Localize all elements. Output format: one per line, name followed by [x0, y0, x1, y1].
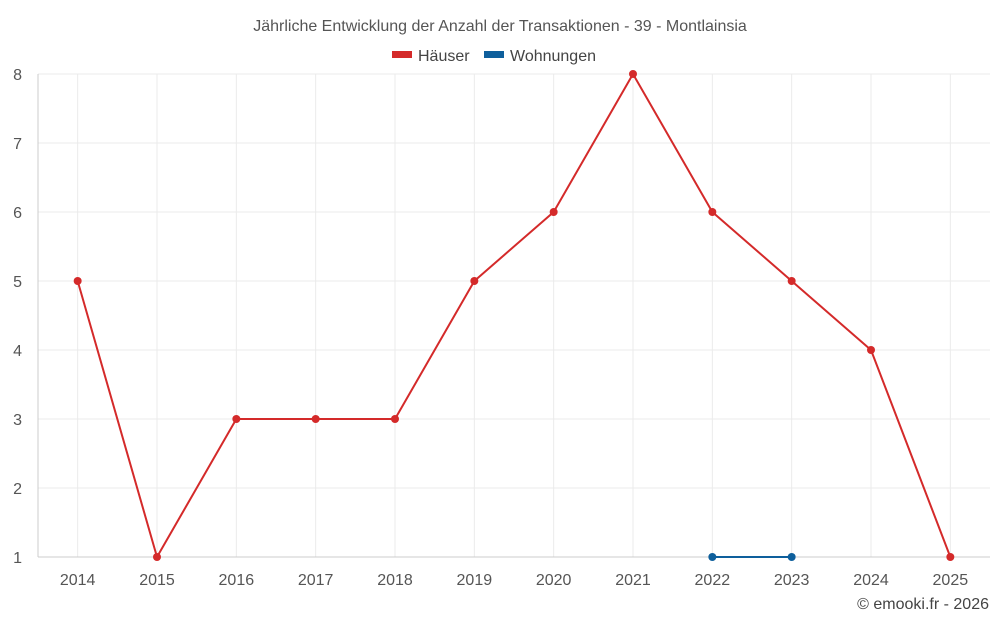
series-haeuser — [73, 70, 955, 561]
legend-item-haeuser[interactable]: Häuser — [392, 48, 470, 65]
credit-text: © emooki.fr - 2026 — [857, 596, 989, 613]
legend-swatch-haeuser — [392, 51, 412, 58]
series — [73, 70, 955, 561]
grid — [38, 73, 990, 557]
legend-swatch-wohnungen — [484, 51, 504, 58]
axes: 1 2 3 4 5 6 7 8 2014 2015 2016 2017 2018 2019 2020 2021… — [13, 67, 990, 589]
legend-item-wohnungen[interactable]: Wohnungen — [484, 48, 596, 65]
data-point[interactable] — [629, 70, 637, 78]
data-point[interactable] — [391, 415, 399, 423]
x-tick-label: 2017 — [298, 572, 334, 589]
data-point[interactable] — [549, 208, 558, 216]
y-tick-label: 3 — [13, 412, 22, 429]
y-tick-label: 2 — [13, 481, 22, 498]
data-point[interactable] — [708, 208, 717, 216]
data-point[interactable] — [470, 277, 479, 285]
y-tick-label: 7 — [13, 136, 22, 153]
x-tick-label: 2016 — [219, 572, 255, 589]
x-tick-label: 2023 — [774, 572, 810, 589]
x-tick-label: 2018 — [377, 572, 413, 589]
y-tick-label: 4 — [13, 343, 22, 360]
data-point[interactable] — [946, 553, 955, 561]
y-tick-label: 8 — [13, 67, 22, 84]
data-point[interactable] — [311, 415, 320, 423]
legend-label-haeuser: Häuser — [418, 48, 470, 65]
data-point[interactable] — [787, 553, 796, 561]
data-point[interactable] — [73, 277, 82, 285]
y-tick-label: 6 — [13, 205, 22, 222]
x-tick-label: 2014 — [60, 572, 96, 589]
data-point[interactable] — [787, 277, 796, 285]
y-tick-label: 5 — [13, 274, 22, 291]
legend-label-wohnungen: Wohnungen — [510, 48, 596, 65]
data-point[interactable] — [153, 553, 161, 561]
data-point[interactable] — [867, 346, 875, 354]
x-tick-label: 2022 — [695, 572, 731, 589]
x-tick-label: 2015 — [139, 572, 175, 589]
chart-title: Jährliche Entwicklung der Anzahl der Tra… — [253, 18, 747, 35]
legend[interactable]: Häuser Wohnungen — [392, 48, 596, 65]
data-point[interactable] — [232, 415, 241, 423]
x-tick-label: 2024 — [853, 572, 889, 589]
y-tick-label: 1 — [13, 550, 22, 567]
x-tick-label: 2025 — [933, 572, 969, 589]
series-wohnungen — [708, 553, 796, 561]
data-point[interactable] — [708, 553, 717, 561]
x-tick-label: 2020 — [536, 572, 572, 589]
x-tick-label: 2019 — [457, 572, 493, 589]
x-tick-label: 2021 — [615, 572, 651, 589]
series-line — [76, 73, 952, 558]
